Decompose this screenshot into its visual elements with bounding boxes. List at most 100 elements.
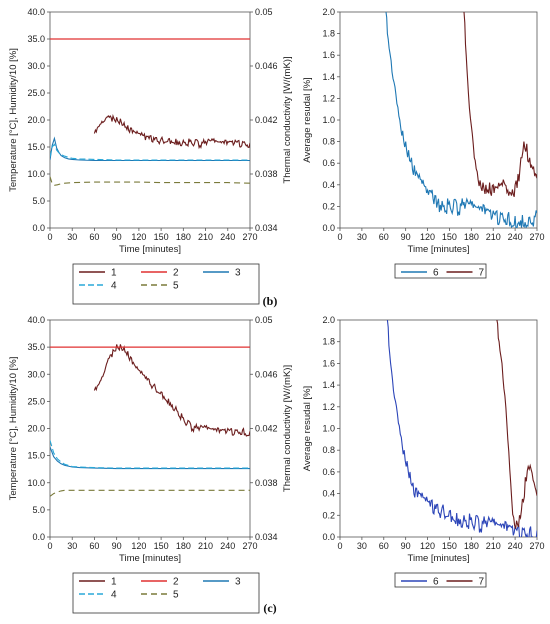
legend-label-7: 7 bbox=[479, 577, 485, 588]
y-tick-label: 2.0 bbox=[322, 7, 335, 17]
y-tick-label: 5.0 bbox=[32, 505, 45, 515]
plot-frame-1 bbox=[339, 11, 538, 229]
x-axis-label: Time [minutes] bbox=[408, 553, 470, 564]
y-tick-label: 40.0 bbox=[27, 315, 45, 325]
x-tick-label: 150 bbox=[442, 232, 457, 242]
y-tick-label: 10.0 bbox=[27, 169, 45, 179]
y-tick-label: 0.0 bbox=[322, 532, 335, 542]
x-axis-label: Time [minutes] bbox=[119, 553, 181, 564]
y-tick-label: 20.0 bbox=[27, 115, 45, 125]
x-tick-label: 180 bbox=[464, 232, 479, 242]
legend-box bbox=[394, 263, 487, 279]
x-tick-label: 180 bbox=[176, 541, 191, 551]
legend-box bbox=[394, 572, 487, 588]
legend-label-4: 4 bbox=[111, 281, 117, 292]
x-tick-label: 0 bbox=[337, 232, 342, 242]
y-tick-label: 40.0 bbox=[27, 7, 45, 17]
series-line-6 bbox=[385, 12, 537, 228]
x-tick-label: 60 bbox=[89, 541, 99, 551]
y-tick-label: 30.0 bbox=[27, 61, 45, 71]
y-tick-label: 1.8 bbox=[322, 29, 335, 39]
x-tick-label: 30 bbox=[67, 232, 77, 242]
y2-tick-label: 0.034 bbox=[255, 532, 278, 542]
x-tick-label: 150 bbox=[442, 541, 457, 551]
y2-tick-label: 0.046 bbox=[255, 369, 278, 379]
x-tick-label: 120 bbox=[420, 541, 435, 551]
series-line-7 bbox=[496, 320, 537, 529]
x-tick-label: 270 bbox=[529, 232, 544, 242]
y-tick-label: 0.4 bbox=[322, 489, 335, 499]
plot-frame-0 bbox=[49, 11, 251, 229]
legend-label-7: 7 bbox=[479, 268, 485, 279]
y2-tick-label: 0.038 bbox=[255, 169, 278, 179]
x-tick-label: 210 bbox=[198, 541, 213, 551]
y-tick-label: 0.4 bbox=[322, 180, 335, 190]
y2-axis-label: Thermal conductivity [W/(mK)] bbox=[282, 365, 293, 492]
y-tick-label: 1.4 bbox=[322, 72, 335, 82]
y2-tick-label: 0.042 bbox=[255, 424, 278, 434]
series-line-5 bbox=[50, 176, 250, 186]
x-tick-label: 30 bbox=[357, 232, 367, 242]
y-tick-label: 0.0 bbox=[32, 532, 45, 542]
legend-label-2: 2 bbox=[173, 577, 179, 588]
y-tick-label: 30.0 bbox=[27, 369, 45, 379]
legend-label-3: 3 bbox=[235, 268, 241, 279]
y2-tick-label: 0.05 bbox=[255, 7, 273, 17]
series-line-3 bbox=[50, 136, 250, 162]
y-tick-label: 35.0 bbox=[27, 34, 45, 44]
panel-label: (c) bbox=[263, 601, 276, 615]
series-line-1 bbox=[93, 344, 250, 437]
x-axis-label: Time [minutes] bbox=[119, 244, 181, 255]
x-tick-label: 60 bbox=[379, 541, 389, 551]
legend-label-2: 2 bbox=[173, 268, 179, 279]
y-tick-label: 0.0 bbox=[32, 223, 45, 233]
x-tick-label: 270 bbox=[242, 541, 257, 551]
legend-label-1: 1 bbox=[111, 577, 117, 588]
y-tick-label: 0.2 bbox=[322, 201, 335, 211]
x-axis-label: Time [minutes] bbox=[408, 244, 470, 255]
legend-label-4: 4 bbox=[111, 590, 117, 601]
y-axis-label: Temperature [°C], Humidity/10 [%] bbox=[8, 357, 19, 501]
y-tick-label: 20.0 bbox=[27, 424, 45, 434]
y-tick-label: 5.0 bbox=[32, 196, 45, 206]
series-line-6 bbox=[386, 320, 537, 537]
y-tick-label: 10.0 bbox=[27, 478, 45, 488]
series-line-4 bbox=[50, 440, 250, 469]
y-tick-label: 0.6 bbox=[322, 158, 335, 168]
y-tick-label: 0.2 bbox=[322, 510, 335, 520]
x-tick-label: 240 bbox=[220, 541, 235, 551]
x-tick-label: 120 bbox=[131, 232, 146, 242]
x-tick-label: 90 bbox=[112, 541, 122, 551]
x-tick-label: 240 bbox=[508, 232, 523, 242]
x-tick-label: 60 bbox=[89, 232, 99, 242]
x-tick-label: 90 bbox=[112, 232, 122, 242]
y-tick-label: 1.0 bbox=[322, 115, 335, 125]
y-tick-label: 25.0 bbox=[27, 396, 45, 406]
legend-box bbox=[72, 263, 260, 305]
legend-label-3: 3 bbox=[235, 577, 241, 588]
x-tick-label: 240 bbox=[220, 232, 235, 242]
legend-box bbox=[72, 572, 260, 614]
legend-label-6: 6 bbox=[433, 577, 439, 588]
series-line-1 bbox=[93, 113, 250, 150]
x-tick-label: 180 bbox=[464, 541, 479, 551]
x-tick-label: 270 bbox=[529, 541, 544, 551]
x-tick-label: 90 bbox=[401, 541, 411, 551]
legend-label-1: 1 bbox=[111, 268, 117, 279]
y-tick-label: 15.0 bbox=[27, 142, 45, 152]
x-tick-label: 0 bbox=[47, 232, 52, 242]
x-tick-label: 120 bbox=[420, 232, 435, 242]
y-tick-label: 1.4 bbox=[322, 380, 335, 390]
y2-axis-label: Thermal conductivity [W/(mK)] bbox=[282, 56, 293, 183]
x-tick-label: 180 bbox=[176, 232, 191, 242]
y-axis-label: Temperature [°C], Humidity/10 [%] bbox=[8, 48, 19, 192]
y-tick-label: 25.0 bbox=[27, 88, 45, 98]
y-tick-label: 0.6 bbox=[322, 467, 335, 477]
x-tick-label: 150 bbox=[154, 232, 169, 242]
x-tick-label: 210 bbox=[486, 541, 501, 551]
series-line-3 bbox=[50, 446, 250, 470]
y2-tick-label: 0.046 bbox=[255, 61, 278, 71]
y-tick-label: 0.8 bbox=[322, 137, 335, 147]
panel-label: (b) bbox=[263, 294, 278, 308]
